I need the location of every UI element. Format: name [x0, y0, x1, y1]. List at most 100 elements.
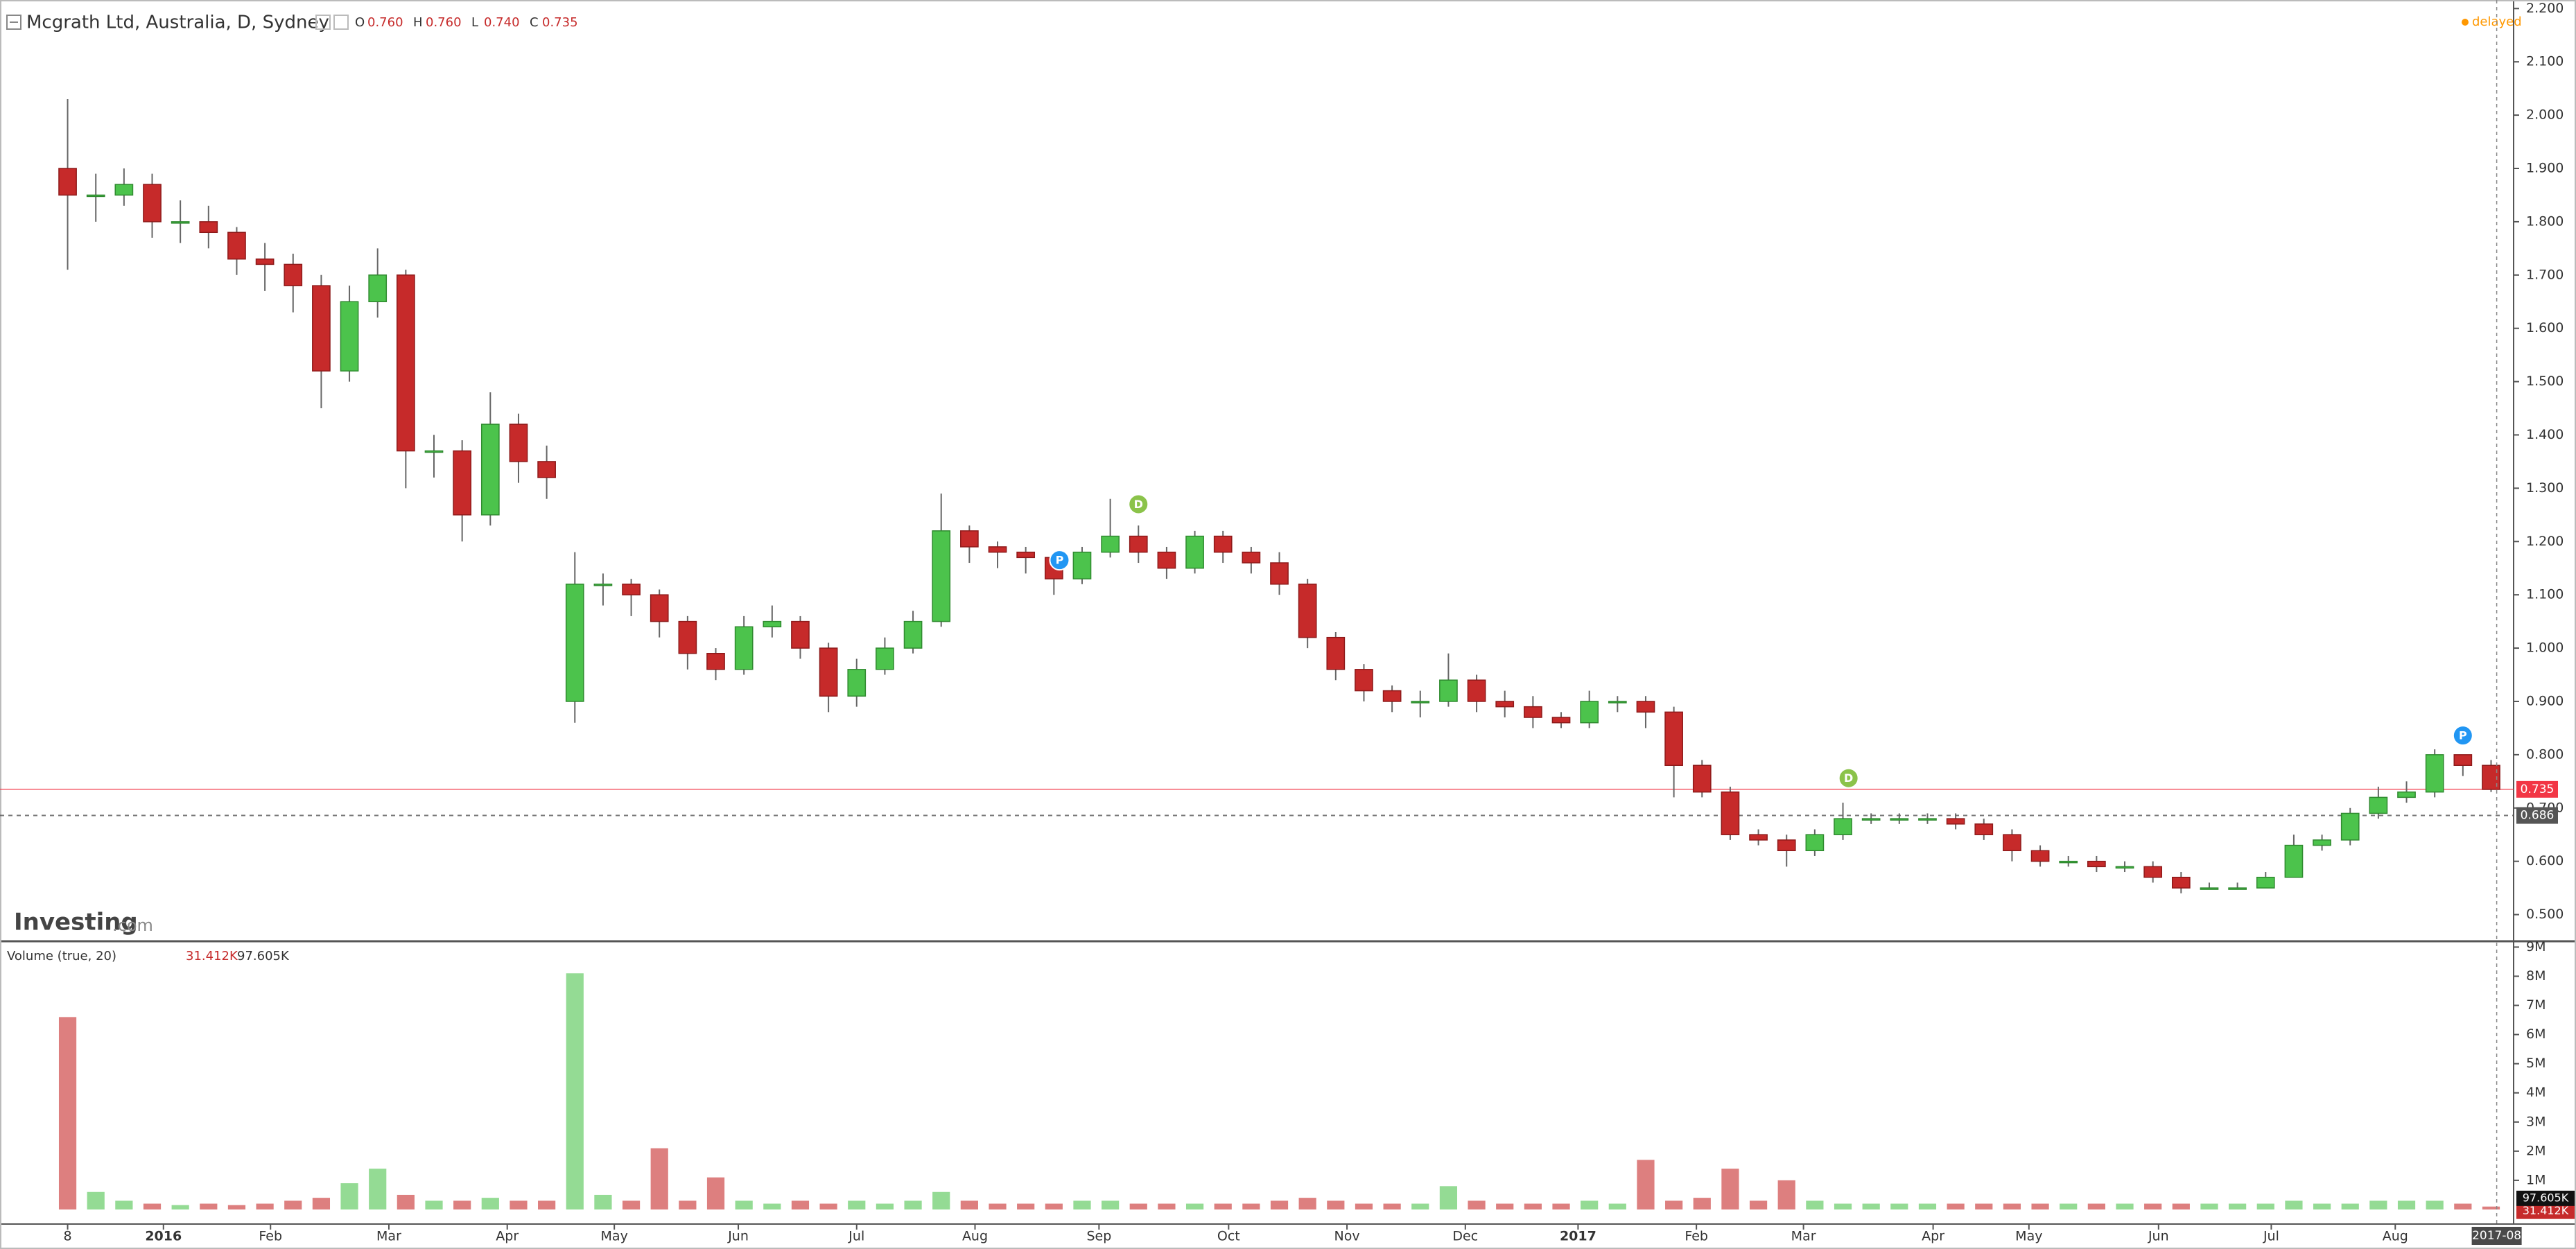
volume-bar: [2285, 1200, 2303, 1209]
candle-body: [312, 285, 331, 372]
x-tick-label: Oct: [1217, 1229, 1240, 1244]
x-tick-label: Sep: [1086, 1229, 1111, 1244]
candle-body: [1355, 669, 1373, 692]
volume-bar: [1129, 1203, 1147, 1209]
chart-title: Mcgrath Ltd, Australia, D, Sydney: [26, 12, 329, 33]
x-tick-label: Jun: [727, 1229, 749, 1244]
volume-bar: [876, 1203, 894, 1209]
volume-bar: [2369, 1200, 2387, 1209]
candle-body: [1777, 839, 1796, 852]
candle-body: [397, 274, 415, 452]
x-tick-label: Mar: [1791, 1229, 1816, 1244]
volume-bar: [1327, 1200, 1345, 1209]
candle-body: [143, 184, 162, 222]
candle-body: [1636, 701, 1655, 713]
y-tick-label: 1.600: [2526, 320, 2564, 335]
y-tick-label: 0.900: [2526, 693, 2564, 708]
volume-bar: [1890, 1203, 1908, 1209]
candle-body: [2369, 796, 2388, 814]
candle-body: [2003, 834, 2021, 852]
icon-button[interactable]: [333, 15, 349, 30]
volume-bar: [171, 1205, 189, 1209]
candle-body: [903, 620, 923, 649]
candle-body: [1861, 818, 1881, 821]
volume-bar: [87, 1191, 105, 1209]
candle-body: [1467, 679, 1486, 702]
price-tag-label: 0.735: [2521, 783, 2555, 796]
collapse-button[interactable]: [6, 15, 21, 30]
volume-bar: [1581, 1200, 1599, 1209]
x-tick-label: Mar: [376, 1229, 401, 1244]
candle-body: [1608, 701, 1627, 704]
volume-bar: [1777, 1180, 1795, 1209]
volume-bar: [706, 1177, 725, 1209]
volume-bar: [2031, 1203, 2049, 1209]
candle-body: [1580, 701, 1599, 724]
volume-bar: [960, 1200, 978, 1209]
candle-body: [171, 221, 190, 224]
x-tick-label: May: [601, 1229, 628, 1244]
x-tick-label: 2016: [145, 1229, 182, 1244]
candle-body: [1213, 535, 1233, 553]
status-dot: [2462, 19, 2469, 26]
volume-bar: [397, 1194, 415, 1209]
candle-body: [2256, 876, 2275, 889]
watermark: Investing: [14, 909, 138, 936]
volume-bar: [2003, 1203, 2021, 1209]
candle-body: [819, 647, 838, 697]
candle-body: [480, 423, 500, 516]
y-tick-label: 1.000: [2526, 640, 2564, 656]
y-tick-label: 0.500: [2526, 907, 2564, 922]
candle-body: [1524, 706, 1542, 718]
y-tick-label: 1.300: [2526, 480, 2564, 496]
volume-readout: 31.412K: [186, 949, 238, 963]
volume-tick-label: 7M: [2526, 997, 2545, 1013]
volume-bar: [58, 1017, 77, 1209]
volume-bar: [1298, 1198, 1316, 1209]
candle-body: [58, 168, 77, 196]
candle-body: [2143, 866, 2163, 878]
volume-bar: [2200, 1203, 2218, 1209]
y-tick-label: 0.600: [2526, 853, 2564, 868]
event-marker[interactable]: [1838, 767, 1859, 789]
volume-bar: [650, 1148, 668, 1209]
candle-body: [1326, 636, 1346, 670]
event-marker[interactable]: [1049, 550, 1070, 571]
y-tick-label: 1.900: [2526, 160, 2564, 175]
volume-bar: [2087, 1203, 2105, 1209]
candle-body: [1129, 535, 1148, 553]
volume-tick-label: 4M: [2526, 1085, 2545, 1100]
event-marker[interactable]: [2452, 725, 2473, 746]
candle-body: [1918, 818, 1937, 821]
candle-body: [1242, 551, 1261, 564]
volume-bar: [453, 1200, 471, 1209]
volume-bar: [1102, 1200, 1120, 1209]
volume-bar: [1439, 1186, 1458, 1209]
volume-bar: [2426, 1200, 2444, 1209]
candle-body: [199, 221, 218, 234]
candle-body: [537, 461, 556, 478]
volume-bar: [2256, 1203, 2274, 1209]
candle-body: [960, 530, 979, 548]
y-tick-label: 2.100: [2526, 54, 2564, 69]
candle-body: [2453, 754, 2473, 766]
volume-bar: [791, 1200, 810, 1209]
ohlc-value: 0.760: [367, 15, 403, 30]
price-tag: [2516, 807, 2558, 824]
volume-bar: [1073, 1200, 1091, 1209]
volume-bar: [2482, 1206, 2500, 1209]
volume-bar: [1749, 1200, 1768, 1209]
candle-body: [706, 653, 725, 670]
x-tick-label: Apr: [496, 1229, 519, 1244]
volume-tag-label: 97.605K: [2523, 1191, 2569, 1204]
icon-button[interactable]: [315, 15, 331, 30]
candle-body: [1974, 823, 1994, 835]
price-tag-label: 0.686: [2521, 809, 2555, 823]
candle-body: [340, 301, 359, 372]
candle-body: [791, 620, 810, 649]
x-tick-label: 8: [64, 1229, 72, 1244]
event-marker[interactable]: [1128, 494, 1149, 515]
candle-body: [2200, 887, 2219, 890]
volume-tick-label: 3M: [2526, 1114, 2545, 1129]
candle-body: [2087, 860, 2106, 868]
